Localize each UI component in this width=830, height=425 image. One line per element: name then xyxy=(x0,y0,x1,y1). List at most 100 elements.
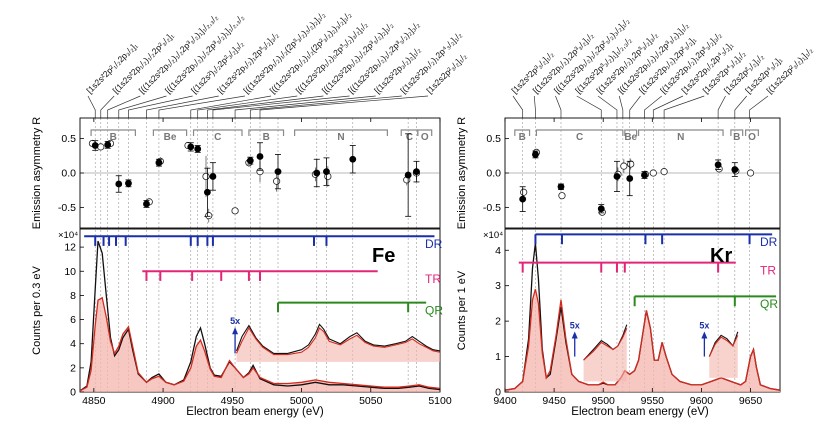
kr-asym-filled-point xyxy=(626,175,634,182)
kr-zoom-label: 5x xyxy=(570,321,580,331)
fe-bracket-line xyxy=(248,129,285,136)
kr-x-tick-label: 9600 xyxy=(690,395,714,407)
kr-bottom-y-axis-label: Counts per 1 eV xyxy=(456,270,468,350)
kr-transition-leader xyxy=(576,95,602,118)
kr-asym-filled-point xyxy=(613,173,621,180)
fe-transition-labels: [1s2s²2p²₁/₂2p₃/₂]₁[(1s2s²2p₁/₂)₁/₂2p²₃/… xyxy=(84,10,469,118)
kr-zoom-black-line xyxy=(583,324,628,361)
fe-bracket-line xyxy=(192,129,243,136)
fe-bottom-y-tick-label: 10 xyxy=(64,266,76,278)
fe-top-y-tick-label: -0.5 xyxy=(58,202,76,214)
kr-bracket-label: C xyxy=(576,132,583,143)
kr-zoom-red-line xyxy=(583,327,628,361)
fe-top-y-tick-label: 0.5 xyxy=(61,133,76,145)
kr-top-y-tick-label: -0.5 xyxy=(483,202,501,214)
fe-bottom-y-tick-label: 6 xyxy=(70,314,76,326)
kr-zoom-arrow-head xyxy=(571,331,578,339)
fe-element-title: Fe xyxy=(372,245,395,267)
fe-spectrum-red-line xyxy=(79,296,441,392)
kr-asym-open-point xyxy=(660,168,668,176)
kr-bottom-y-tick-label: 3 xyxy=(495,280,501,292)
fe-axis-ticks: 4850 4900 4950 5000 5050 5100 -0.5 0.0 0.5 0 2 4 6 8 1… xyxy=(58,118,452,407)
fe-y-exponent: ×10⁴ xyxy=(58,230,78,241)
fe-zoom-black-line xyxy=(235,323,441,354)
fe-asym-filled-point xyxy=(155,159,163,167)
fe-asym-open-point xyxy=(202,172,210,181)
fe-transition-leader xyxy=(249,95,402,118)
fe-transition-leader xyxy=(234,95,376,118)
fe-x-tick-label: 4850 xyxy=(82,395,106,407)
fe-transition-leader xyxy=(107,95,141,118)
fe-x-tick-label: 5000 xyxy=(290,395,314,407)
fe-tr-label: TR xyxy=(425,272,441,286)
fe-bottom-y-tick-label: 8 xyxy=(70,290,76,302)
fe-bracket-line xyxy=(152,129,188,136)
fe-dr-label: DR xyxy=(425,237,443,251)
fe-asym-filled-point xyxy=(104,141,112,149)
fe-bottom-y-tick-label: 2 xyxy=(70,362,76,374)
kr-axis-ticks: 9400 9450 9500 9550 9600 9650 -0.5 0.0 0.5 0 1 2 3 4 ×… xyxy=(483,118,762,407)
kr-x-tick-label: 9450 xyxy=(542,395,566,407)
kr-asym-open-point xyxy=(649,169,657,177)
kr-asym-filled-point xyxy=(641,171,648,179)
fe-bracket-label: Be xyxy=(164,132,177,143)
kr-figure-panel: [1s2s²2p³₃/₂]₁/₂[(1s2s²2p₁/₂)₁2p³₃/₂]₁/₂… xyxy=(456,16,815,418)
kr-bracket-label: N xyxy=(677,132,684,143)
fe-zoom-red-line xyxy=(235,326,441,356)
fe-bracket-line xyxy=(90,129,136,136)
fe-x-tick-label: 5050 xyxy=(359,395,383,407)
kr-top-y-tick-label: 0.5 xyxy=(486,133,501,145)
kr-asymmetry-points xyxy=(519,148,755,216)
fe-transition-leader xyxy=(100,95,115,118)
kr-zoom-fill xyxy=(583,328,627,382)
fe-qr-label: QR xyxy=(425,303,443,317)
kr-asym-open-point xyxy=(746,169,755,177)
fe-bottom-y-tick-label: 12 xyxy=(64,242,76,254)
kr-asym-filled-point xyxy=(597,205,605,213)
fe-bracket-label: C xyxy=(214,132,221,143)
fe-asym-filled-point xyxy=(404,171,412,179)
kr-bracket-label: O xyxy=(748,132,756,143)
kr-element-title: Kr xyxy=(710,245,732,267)
fe-bracket-line xyxy=(417,129,433,136)
fe-transition-leader xyxy=(128,95,193,118)
kr-bottom-y-tick-label: 2 xyxy=(495,316,501,328)
fe-transition-leader xyxy=(87,95,96,118)
kr-x-tick-label: 9650 xyxy=(739,395,763,407)
fe-asym-filled-point xyxy=(274,168,282,176)
fe-asym-filled-point xyxy=(313,169,321,177)
kr-transition-leader xyxy=(644,95,662,118)
kr-zoom-arrow-head xyxy=(701,331,708,339)
kr-spectrum-red-line xyxy=(504,289,781,391)
kr-bracket-line xyxy=(637,129,724,136)
kr-transition-leader xyxy=(652,95,684,118)
kr-asym-filled-point xyxy=(557,183,565,191)
fe-x-axis-label: Electron beam energy (eV) xyxy=(186,406,324,418)
fe-transition-leader xyxy=(212,95,350,118)
kr-zoom-label: 5x xyxy=(699,321,709,331)
kr-bottom-y-tick-label: 0 xyxy=(495,387,501,399)
fe-x-tick-label: 4900 xyxy=(151,395,175,407)
fe-bracket-label: C xyxy=(406,132,413,143)
kr-bracket-label: B xyxy=(733,132,740,143)
kr-asym-filled-point xyxy=(532,151,539,158)
kr-y-exponent: ×10⁴ xyxy=(483,230,503,241)
fe-asym-filled-point xyxy=(246,157,254,165)
fe-transition-leader xyxy=(197,95,298,118)
kr-transition-leader xyxy=(555,95,562,118)
kr-asym-filled-point xyxy=(714,161,722,169)
kr-transition-leader xyxy=(597,95,618,118)
kr-bracket-label: B xyxy=(519,132,526,143)
fe-asym-filled-point xyxy=(115,180,123,188)
fe-asym-filled-point xyxy=(256,153,264,160)
kr-bracket-label: Be xyxy=(624,132,637,143)
kr-asym-open-point xyxy=(620,162,628,170)
kr-transition-leader xyxy=(717,95,726,118)
kr-transition-leader xyxy=(749,95,769,118)
kr-bracket-line xyxy=(624,129,638,136)
fe-transition-leader xyxy=(207,95,324,118)
fe-sequence-brackets: B Be C B N C O xyxy=(90,129,433,143)
fe-bottom-y-tick-label: 0 xyxy=(70,387,76,399)
fe-x-tick-label: 5100 xyxy=(428,395,452,407)
